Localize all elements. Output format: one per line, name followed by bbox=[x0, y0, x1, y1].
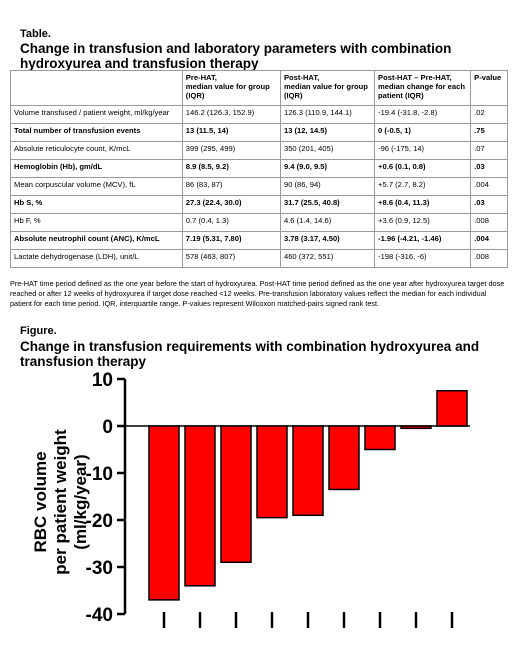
table-row: Lactate dehydrogenase (LDH), unit/L 578 (… bbox=[10, 249, 508, 268]
table-row: Mean corpuscular volume (MCV), fL 86 (83,… bbox=[10, 177, 508, 196]
table-cell: 578 (463, 807) bbox=[181, 249, 281, 268]
table-row: Hb F, % 0.7 (0.4, 1.3) 4.6 (1.4, 14.6) +3.6… bbox=[10, 213, 508, 232]
table-row: Total number of transfusion events 13 (11… bbox=[10, 123, 508, 142]
row-label-cell: Lactate dehydrogenase (LDH), unit/L bbox=[10, 249, 183, 268]
bar bbox=[292, 425, 324, 517]
y-tick-label: -30 bbox=[86, 558, 113, 579]
figure-title: Change in transfusion requirements with … bbox=[20, 339, 480, 369]
data-table: Pre-HAT, median value for group (IQR) Pos… bbox=[10, 70, 508, 268]
y-tick-label: 10 bbox=[92, 370, 113, 391]
bar bbox=[364, 425, 396, 451]
table-cell: 0 (-0.5, 1) bbox=[374, 123, 472, 142]
y-tick-label: -10 bbox=[86, 464, 113, 485]
bar bbox=[256, 425, 288, 519]
table-title: Change in transfusion and laboratory par… bbox=[20, 41, 452, 71]
bar bbox=[184, 425, 216, 587]
table-cell: .07 bbox=[470, 141, 508, 160]
table-cell: .008 bbox=[470, 249, 508, 268]
table-row: Hb S, % 27.3 (22.4, 30.0) 31.7 (25.5, 40.8… bbox=[10, 195, 508, 214]
bar bbox=[220, 425, 252, 564]
bar bbox=[400, 425, 432, 430]
table-cell: -198 (-316, -6) bbox=[374, 249, 472, 268]
y-tick-label: 0 bbox=[102, 417, 113, 438]
bar bbox=[148, 425, 180, 601]
table-header-cell bbox=[10, 70, 183, 106]
table-footnote: Pre-HAT time period defined as the one y… bbox=[10, 279, 505, 308]
table-cell: 460 (372, 551) bbox=[279, 249, 376, 268]
table-label: Table. bbox=[20, 28, 51, 40]
bar bbox=[328, 425, 360, 491]
y-axis-label-line1: RBC volume bbox=[31, 451, 50, 552]
table-cell: 0.7 (0.4, 1.3) bbox=[181, 213, 281, 232]
y-tick-label: -40 bbox=[86, 605, 113, 626]
bar bbox=[436, 390, 468, 427]
y-axis-label-line2: per patient weight bbox=[51, 429, 70, 575]
figure-label: Figure. bbox=[20, 325, 57, 337]
y-axis-label-line3: (ml/kg/year) bbox=[71, 454, 90, 549]
y-tick-label: -20 bbox=[86, 511, 113, 532]
